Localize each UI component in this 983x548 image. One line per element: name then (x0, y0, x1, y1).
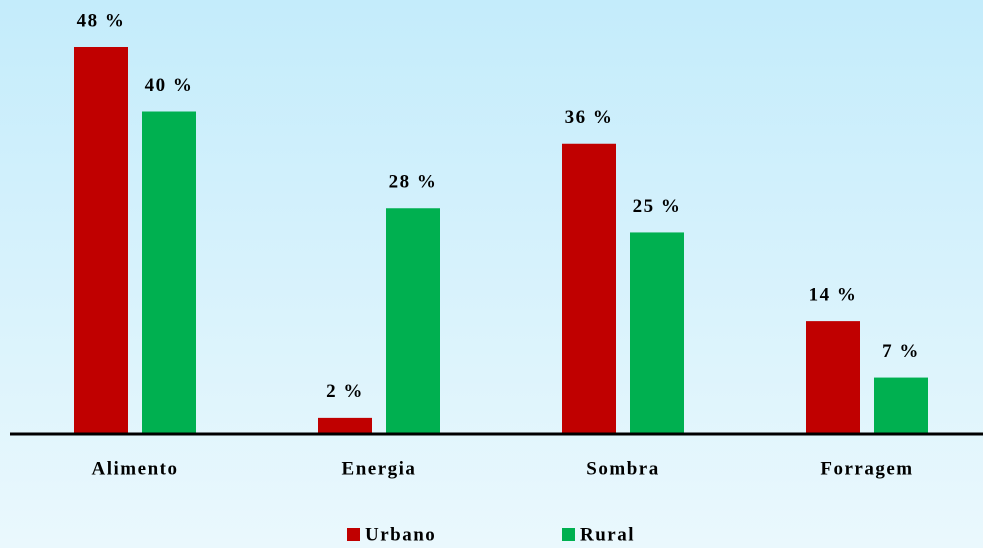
bar (874, 377, 928, 434)
data-label: 2 % (326, 381, 364, 402)
legend-swatch (347, 528, 360, 541)
data-label: 36 % (565, 107, 614, 128)
data-label: 25 % (633, 196, 682, 217)
data-label: 14 % (809, 284, 858, 305)
bar (806, 321, 860, 434)
data-label: 28 % (389, 172, 438, 193)
bar (386, 208, 440, 434)
data-label: 7 % (882, 341, 920, 362)
legend-label: Urbano (365, 524, 436, 545)
x-tick-label: Forragem (820, 458, 913, 479)
bar (562, 143, 616, 434)
x-tick-label: Sombra (586, 458, 659, 479)
legend-label: Rural (580, 524, 635, 545)
x-tick-label: Alimento (92, 458, 179, 479)
bar (630, 232, 684, 434)
legend-swatch (562, 528, 575, 541)
bar (74, 47, 128, 434)
data-label: 48 % (77, 10, 126, 31)
data-label: 40 % (145, 75, 194, 96)
x-tick-label: Energia (342, 458, 417, 479)
bar (318, 417, 372, 434)
bar (142, 111, 196, 434)
